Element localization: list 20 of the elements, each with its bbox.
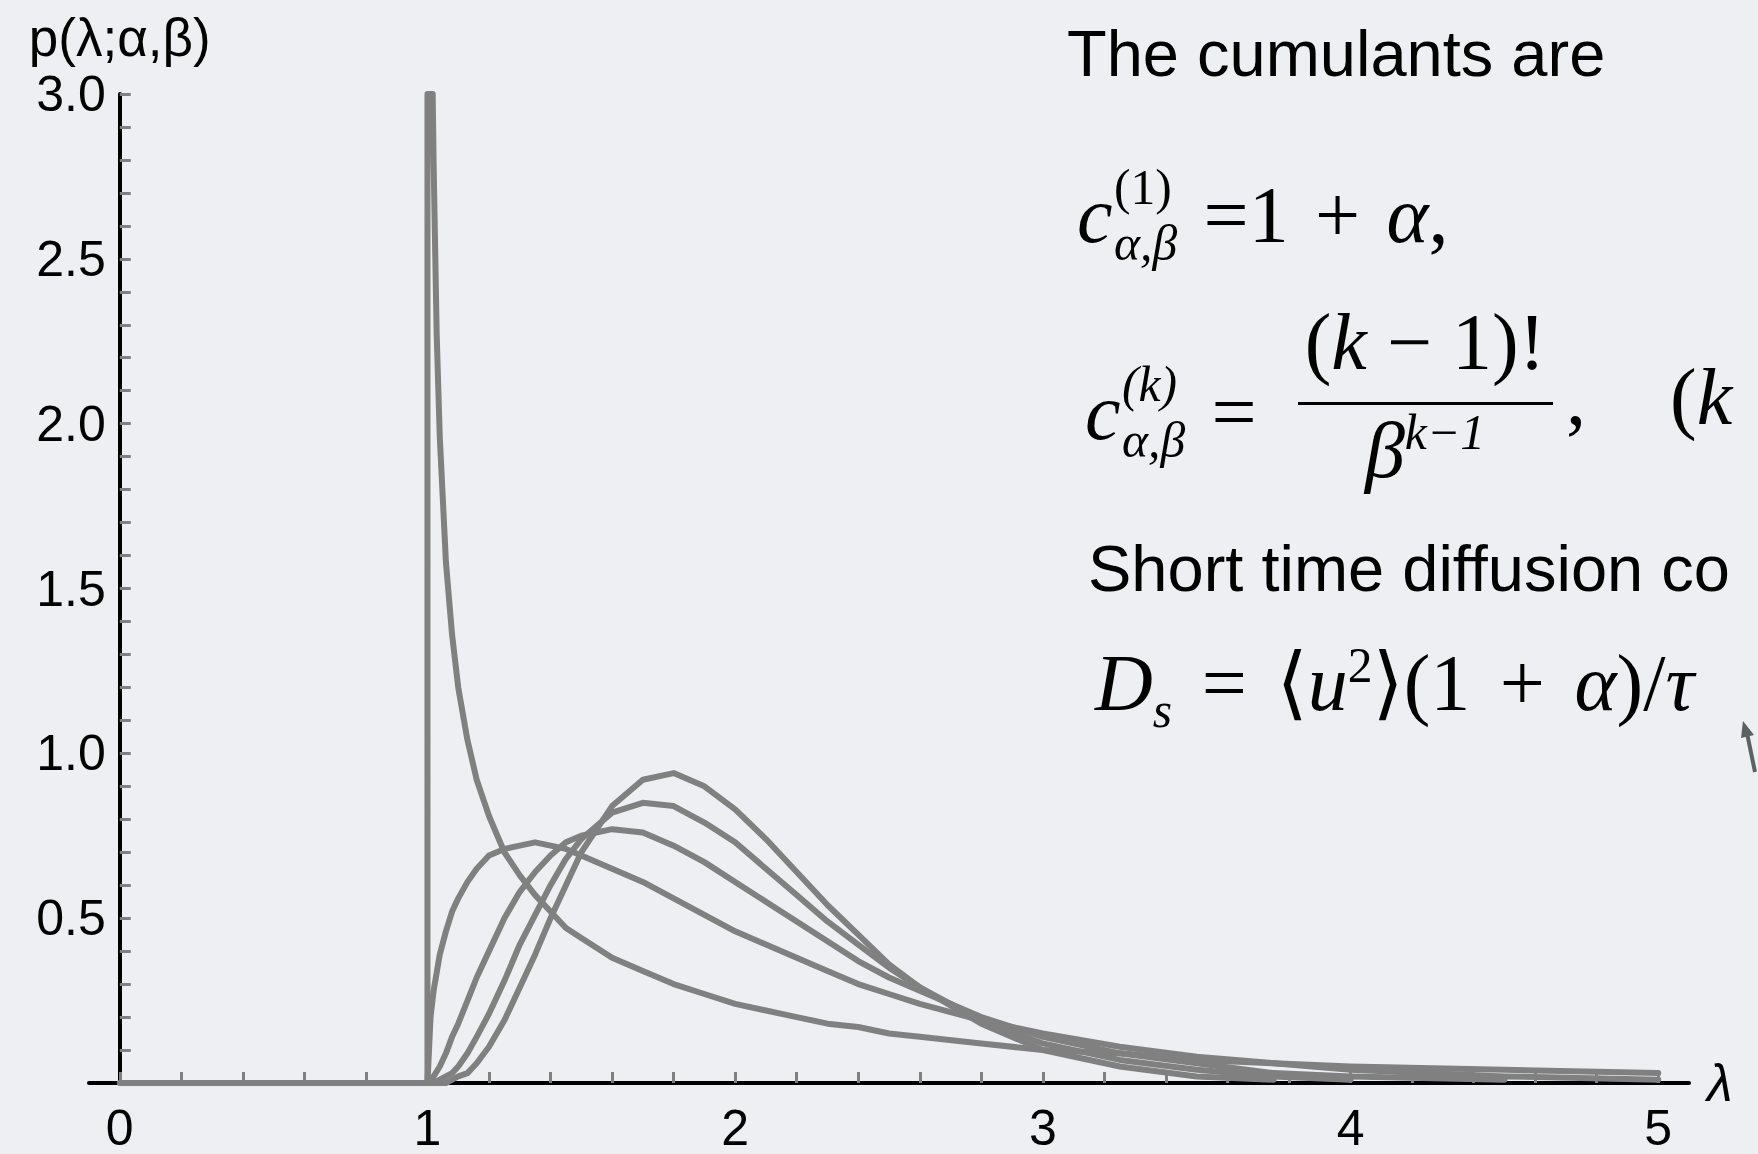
- y-tick-label: 2.5: [36, 230, 106, 287]
- annotation: Short time diffusion co: [1088, 532, 1730, 605]
- x-tick-label: 2: [721, 1100, 750, 1154]
- x-tick-label: 5: [1644, 1100, 1673, 1154]
- y-axis-title: p(λ;α,β): [28, 8, 211, 67]
- annotation: , (k: [1566, 353, 1733, 441]
- text: D$_{s}$ = ⟨u$^{2}$⟩(1 + α)/τ: [1095, 638, 1695, 738]
- annotation: β$^{k−1}$: [1364, 405, 1486, 494]
- y-tick-label: 0.5: [36, 890, 106, 947]
- annotation: (k − 1)!: [1304, 298, 1546, 386]
- text: The cumulants are: [1067, 17, 1606, 90]
- x-tick-label: 3: [1028, 1100, 1057, 1154]
- y-tick-label: 3.0: [36, 66, 106, 122]
- y-tick-label: 2.0: [36, 395, 106, 452]
- y-tick-label: 1.5: [36, 560, 106, 617]
- x-tick-label: 4: [1336, 1100, 1365, 1154]
- x-tick-label: 0: [105, 1100, 134, 1154]
- x-axis-title: λ: [1704, 1054, 1733, 1112]
- x-tick-label: 1: [413, 1100, 442, 1154]
- y-tick-label: 1.0: [36, 725, 106, 782]
